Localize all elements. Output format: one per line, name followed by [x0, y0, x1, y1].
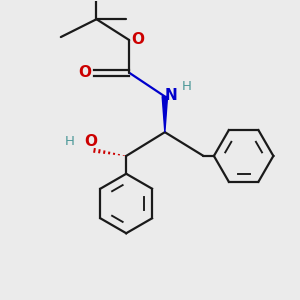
- Text: O: O: [79, 65, 92, 80]
- Polygon shape: [162, 97, 167, 132]
- Text: H: H: [65, 135, 75, 148]
- Text: O: O: [131, 32, 144, 46]
- Text: O: O: [84, 134, 97, 149]
- Text: N: N: [165, 88, 178, 103]
- Text: H: H: [182, 80, 192, 94]
